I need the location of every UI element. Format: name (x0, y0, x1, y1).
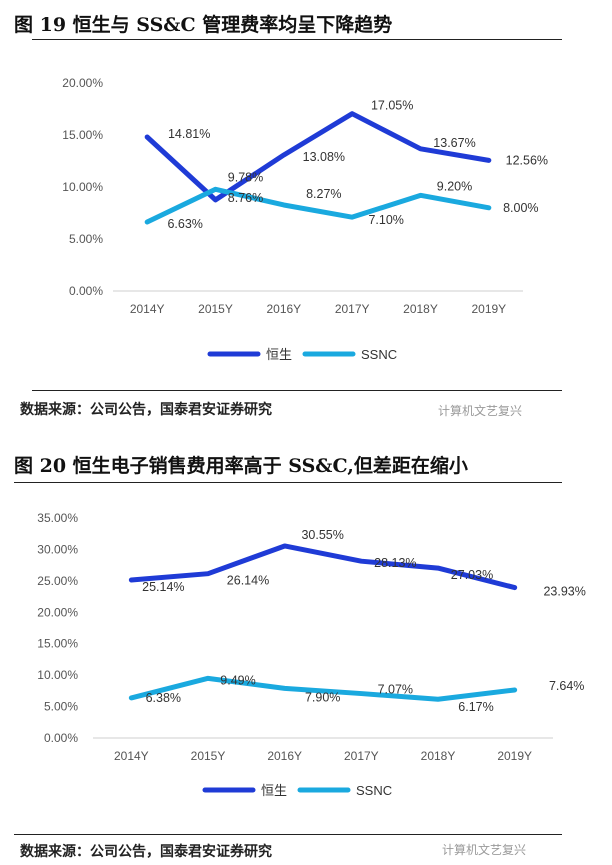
x-tick-label: 2019Y (497, 749, 532, 763)
chart-2-top-rule (14, 482, 562, 483)
x-tick-label: 2017Y (344, 749, 379, 763)
data-label-hundsun: 8.76% (228, 191, 263, 205)
data-label-hundsun: 17.05% (371, 99, 413, 113)
legend-label-hundsun: 恒生 (266, 347, 292, 362)
y-tick-label: 20.00% (62, 76, 103, 90)
data-label-hundsun: 27.03% (451, 568, 493, 582)
data-label-hundsun: 23.93% (543, 585, 585, 599)
data-label-ssnc: 6.17% (458, 700, 493, 714)
legend-label-hundsun: 恒生 (261, 783, 287, 798)
data-label-hundsun: 28.13% (374, 556, 416, 570)
x-tick-label: 2019Y (471, 302, 506, 316)
y-tick-label: 10.00% (62, 180, 103, 194)
data-label-ssnc: 7.07% (378, 683, 413, 697)
y-tick-label: 35.00% (37, 511, 78, 525)
legend-label-ssnc: SSNC (361, 347, 397, 362)
series-line-ssnc (128, 675, 518, 702)
data-label-ssnc: 8.27% (306, 187, 341, 201)
y-tick-label: 5.00% (44, 700, 78, 714)
data-label-hundsun: 13.67% (433, 136, 475, 150)
chart-2-source: 数据来源：公司公告，国泰君安证券研究 (20, 844, 272, 860)
data-label-ssnc: 9.49% (220, 673, 255, 687)
chart-1-title: 图 19 恒生与 SS&C 管理费率均呈下降趋势 (14, 14, 393, 36)
y-tick-label: 0.00% (69, 284, 103, 298)
y-tick-label: 10.00% (37, 668, 78, 682)
data-label-hundsun: 25.14% (142, 580, 184, 594)
y-tick-label: 0.00% (44, 731, 78, 745)
chart-1-watermark: 计算机文艺复兴 (438, 404, 523, 418)
data-label-hundsun: 26.14% (227, 574, 269, 588)
x-tick-label: 2018Y (403, 302, 438, 316)
chart-1-bottom-rule (32, 390, 562, 391)
y-tick-label: 30.00% (37, 542, 78, 556)
data-label-ssnc: 9.78% (228, 170, 263, 184)
data-label-hundsun: 30.55% (301, 528, 343, 542)
data-label-ssnc: 6.38% (146, 691, 181, 705)
series-line-hundsun (128, 543, 518, 591)
y-tick-label: 25.00% (37, 574, 78, 588)
x-tick-label: 2016Y (267, 749, 302, 763)
chart-1-source: 数据来源：公司公告，国泰君安证券研究 (20, 402, 272, 418)
data-label-ssnc: 7.90% (305, 690, 340, 704)
chart-2-watermark: 计算机文艺复兴 (442, 843, 527, 857)
y-tick-label: 20.00% (37, 605, 78, 619)
chart-2-plot: 0.00% 5.00% 10.00% 15.00% 20.00% 25.00% 30.00%… (37, 511, 586, 798)
data-label-hundsun: 12.56% (506, 153, 548, 167)
x-tick-label: 2018Y (421, 749, 456, 763)
data-label-hundsun: 13.08% (303, 150, 345, 164)
series-line-ssnc (144, 186, 492, 225)
data-label-ssnc: 8.00% (503, 201, 538, 215)
x-tick-label: 2015Y (191, 749, 226, 763)
data-label-ssnc: 7.64% (549, 679, 584, 693)
x-tick-label: 2015Y (198, 302, 233, 316)
chart-1-top-rule (32, 39, 562, 40)
series-line-hundsun (144, 111, 492, 203)
chart-1-plot: 0.00% 5.00% 10.00% 15.00% 20.00% 2014Y 2015Y 20… (62, 76, 548, 362)
y-tick-label: 15.00% (62, 128, 103, 142)
data-label-ssnc: 7.10% (368, 213, 403, 227)
x-tick-label: 2016Y (266, 302, 301, 316)
data-label-ssnc: 6.63% (167, 217, 202, 231)
x-tick-label: 2017Y (335, 302, 370, 316)
y-tick-label: 5.00% (69, 232, 103, 246)
data-label-ssnc: 9.20% (437, 179, 472, 193)
legend-label-ssnc: SSNC (356, 783, 392, 798)
data-label-hundsun: 14.81% (168, 127, 210, 141)
x-tick-label: 2014Y (130, 302, 165, 316)
x-tick-label: 2014Y (114, 749, 149, 763)
chart-2-bottom-rule (14, 834, 562, 835)
y-tick-label: 15.00% (37, 637, 78, 651)
chart-2-title: 图 20 恒生电子销售费用率高于 SS&C,但差距在缩小 (14, 455, 468, 477)
